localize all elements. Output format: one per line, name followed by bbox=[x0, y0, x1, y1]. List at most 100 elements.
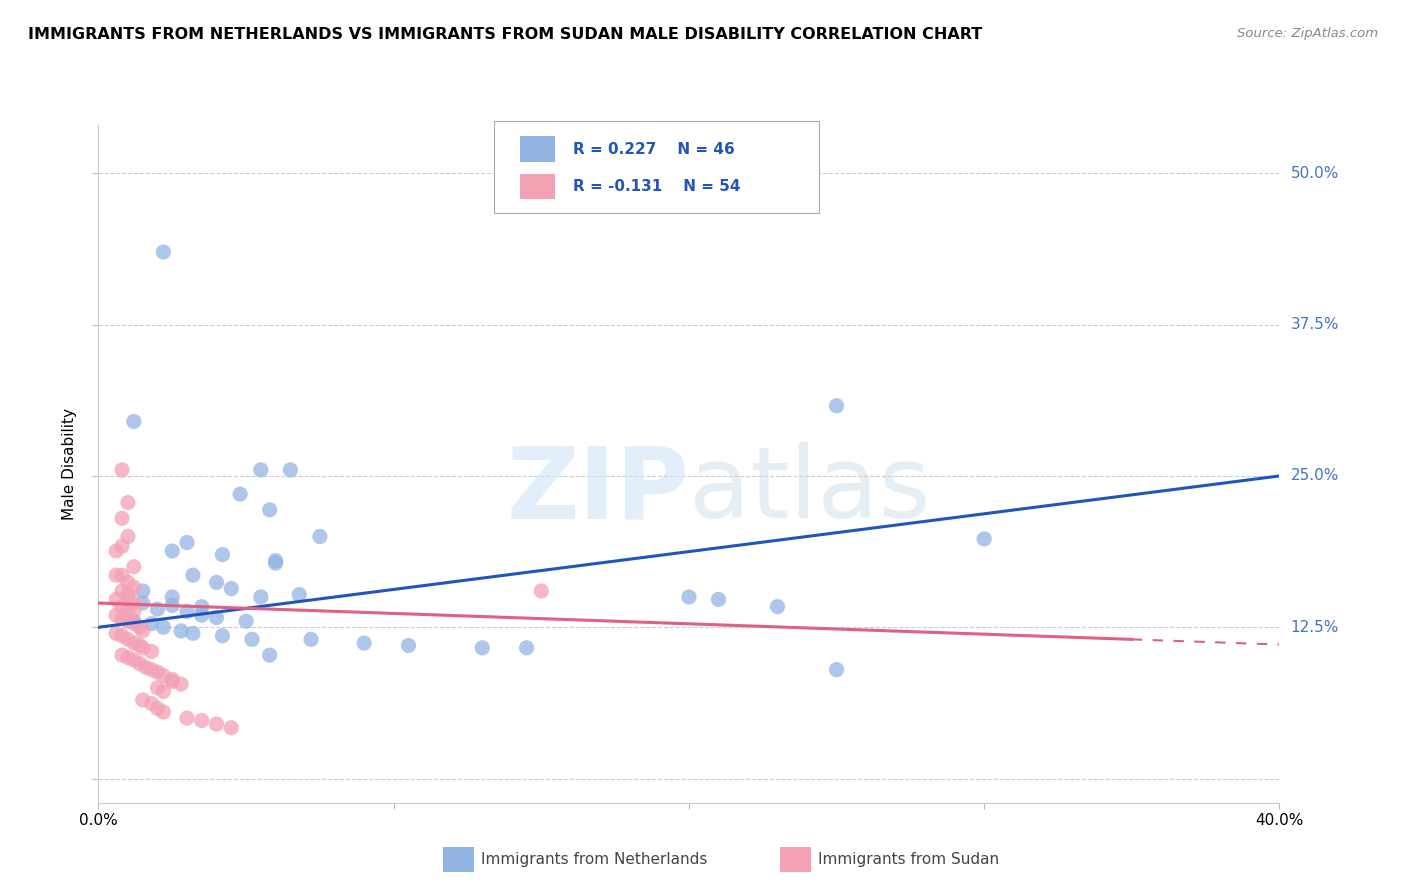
Point bbox=[141, 644, 163, 658]
Point bbox=[111, 463, 134, 477]
Point bbox=[132, 584, 155, 599]
Text: 25.0%: 25.0% bbox=[1291, 468, 1339, 483]
Point bbox=[105, 592, 128, 607]
Point bbox=[105, 544, 128, 558]
Point bbox=[117, 575, 139, 590]
Point bbox=[176, 711, 198, 725]
Point bbox=[128, 639, 150, 653]
Point bbox=[122, 636, 145, 650]
Point bbox=[122, 559, 145, 574]
Point bbox=[117, 602, 139, 616]
Text: 12.5%: 12.5% bbox=[1291, 620, 1339, 635]
Point bbox=[229, 487, 252, 501]
Point bbox=[122, 596, 145, 610]
Point bbox=[111, 599, 134, 614]
Text: Source: ZipAtlas.com: Source: ZipAtlas.com bbox=[1237, 27, 1378, 40]
Point bbox=[132, 640, 155, 655]
Point bbox=[146, 701, 169, 715]
Point bbox=[176, 605, 198, 619]
Point bbox=[162, 590, 183, 604]
Point bbox=[152, 244, 174, 259]
Point bbox=[825, 399, 848, 413]
Point bbox=[299, 632, 322, 647]
Point bbox=[111, 584, 134, 599]
FancyBboxPatch shape bbox=[520, 174, 555, 200]
Point bbox=[191, 714, 214, 728]
Point bbox=[117, 590, 139, 604]
Point bbox=[250, 590, 273, 604]
Point bbox=[176, 535, 198, 549]
Point bbox=[973, 532, 995, 546]
Point bbox=[170, 624, 193, 638]
Point bbox=[250, 463, 273, 477]
Point bbox=[122, 580, 145, 594]
Point bbox=[117, 588, 139, 602]
Point bbox=[132, 693, 155, 707]
Point bbox=[707, 592, 730, 607]
Point bbox=[235, 614, 257, 628]
Point bbox=[396, 639, 419, 653]
Point bbox=[128, 657, 150, 671]
Point bbox=[211, 629, 233, 643]
FancyBboxPatch shape bbox=[494, 121, 818, 213]
Point bbox=[128, 620, 150, 634]
Point bbox=[766, 599, 789, 614]
Text: Immigrants from Sudan: Immigrants from Sudan bbox=[818, 853, 1000, 867]
Point bbox=[117, 650, 139, 665]
Point bbox=[530, 584, 553, 599]
Point bbox=[170, 677, 193, 691]
Point bbox=[141, 697, 163, 711]
Point bbox=[211, 548, 233, 562]
Text: R = 0.227    N = 46: R = 0.227 N = 46 bbox=[574, 142, 735, 157]
Point bbox=[122, 414, 145, 429]
Text: R = -0.131    N = 54: R = -0.131 N = 54 bbox=[574, 179, 741, 194]
Y-axis label: Male Disability: Male Disability bbox=[62, 408, 77, 520]
Point bbox=[205, 575, 228, 590]
Point bbox=[141, 616, 163, 631]
Point bbox=[135, 660, 157, 674]
Point bbox=[117, 495, 139, 509]
Point bbox=[471, 640, 494, 655]
Point bbox=[117, 632, 139, 647]
Point bbox=[105, 608, 128, 623]
Point bbox=[146, 602, 169, 616]
Point bbox=[515, 640, 537, 655]
Point bbox=[205, 717, 228, 731]
Point bbox=[122, 616, 145, 631]
Point bbox=[181, 568, 204, 582]
Point bbox=[259, 503, 281, 517]
Text: Immigrants from Netherlands: Immigrants from Netherlands bbox=[481, 853, 707, 867]
Point bbox=[111, 511, 134, 525]
Point bbox=[219, 721, 242, 735]
Point bbox=[191, 599, 214, 614]
Point bbox=[259, 648, 281, 662]
Point bbox=[162, 674, 183, 689]
Point bbox=[146, 665, 169, 679]
Point bbox=[240, 632, 263, 647]
Point bbox=[105, 626, 128, 640]
Point bbox=[111, 612, 134, 626]
Point bbox=[105, 568, 128, 582]
Point bbox=[152, 684, 174, 698]
Point bbox=[162, 544, 183, 558]
Point bbox=[162, 673, 183, 687]
Point bbox=[678, 590, 700, 604]
FancyBboxPatch shape bbox=[520, 136, 555, 162]
Point bbox=[152, 669, 174, 683]
Point bbox=[219, 582, 242, 596]
Point bbox=[111, 629, 134, 643]
Point bbox=[122, 653, 145, 667]
Point bbox=[117, 529, 139, 543]
Text: atlas: atlas bbox=[689, 442, 931, 540]
Point bbox=[181, 626, 204, 640]
Text: 50.0%: 50.0% bbox=[1291, 166, 1339, 181]
Point bbox=[205, 610, 228, 624]
Point bbox=[111, 648, 134, 662]
Point bbox=[146, 681, 169, 695]
Point bbox=[111, 539, 134, 553]
Point bbox=[353, 636, 375, 650]
Point bbox=[122, 614, 145, 628]
Point bbox=[264, 556, 287, 570]
Point bbox=[117, 614, 139, 628]
Point bbox=[111, 568, 134, 582]
